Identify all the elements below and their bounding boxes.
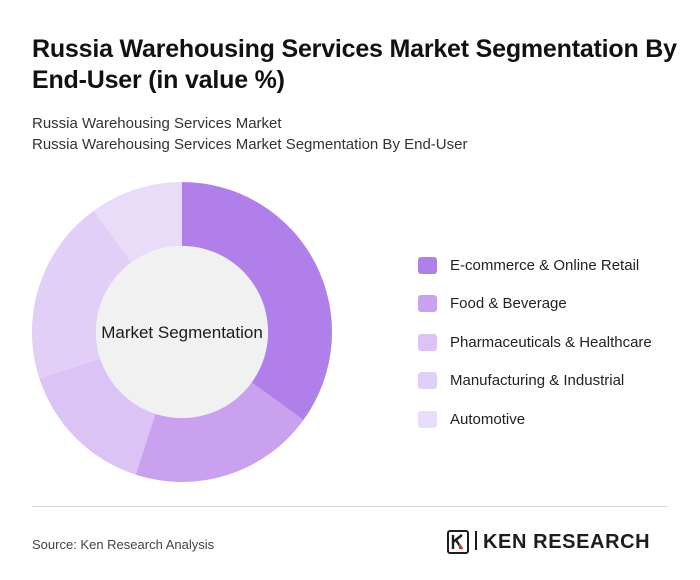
source-note: Source: Ken Research Analysis bbox=[32, 537, 215, 552]
legend-label: Automotive bbox=[450, 410, 526, 428]
chart-subtitle: Russia Warehousing Services Market Russi… bbox=[32, 113, 467, 155]
legend-swatch bbox=[418, 372, 437, 390]
donut-slice-4 bbox=[31, 210, 132, 379]
legend-item: Pharmaceuticals & Healthcare bbox=[418, 323, 652, 362]
legend-label: Manufacturing & Industrial bbox=[450, 372, 625, 390]
chart-title: Russia Warehousing Services Market Segme… bbox=[32, 35, 677, 94]
donut-chart: Market Segmentation bbox=[31, 182, 332, 482]
legend-swatch bbox=[418, 295, 437, 313]
donut-slice-3 bbox=[39, 358, 156, 475]
legend-item: Manufacturing & Industrial bbox=[418, 362, 652, 401]
ken-research-logo-icon bbox=[447, 530, 469, 554]
donut-center bbox=[96, 246, 268, 418]
legend-item: Food & Beverage bbox=[418, 285, 652, 324]
donut-slice-1 bbox=[182, 182, 332, 421]
donut-slice-5 bbox=[93, 182, 182, 263]
legend-label: Pharmaceuticals & Healthcare bbox=[450, 333, 652, 351]
legend-swatch bbox=[418, 333, 437, 351]
legend-item: E-commerce & Online Retail bbox=[418, 246, 652, 285]
legend-swatch bbox=[418, 256, 437, 274]
brand-logo: KEN RESEARCH bbox=[447, 530, 650, 554]
donut-center-label: Market Segmentation bbox=[101, 323, 263, 342]
legend-item: Automotive bbox=[418, 400, 652, 439]
subtitle-line-1: Russia Warehousing Services Market bbox=[32, 115, 282, 132]
donut-slice-2 bbox=[135, 382, 304, 482]
chart-legend: E-commerce & Online Retail Food & Beverag… bbox=[418, 246, 652, 439]
subtitle-line-2: Russia Warehousing Services Market Segme… bbox=[32, 136, 468, 153]
footer-divider bbox=[32, 506, 668, 507]
legend-label: E-commerce & Online Retail bbox=[450, 256, 640, 274]
legend-label: Food & Beverage bbox=[450, 295, 567, 313]
brand-name: KEN RESEARCH bbox=[475, 530, 650, 554]
legend-swatch bbox=[418, 410, 437, 428]
